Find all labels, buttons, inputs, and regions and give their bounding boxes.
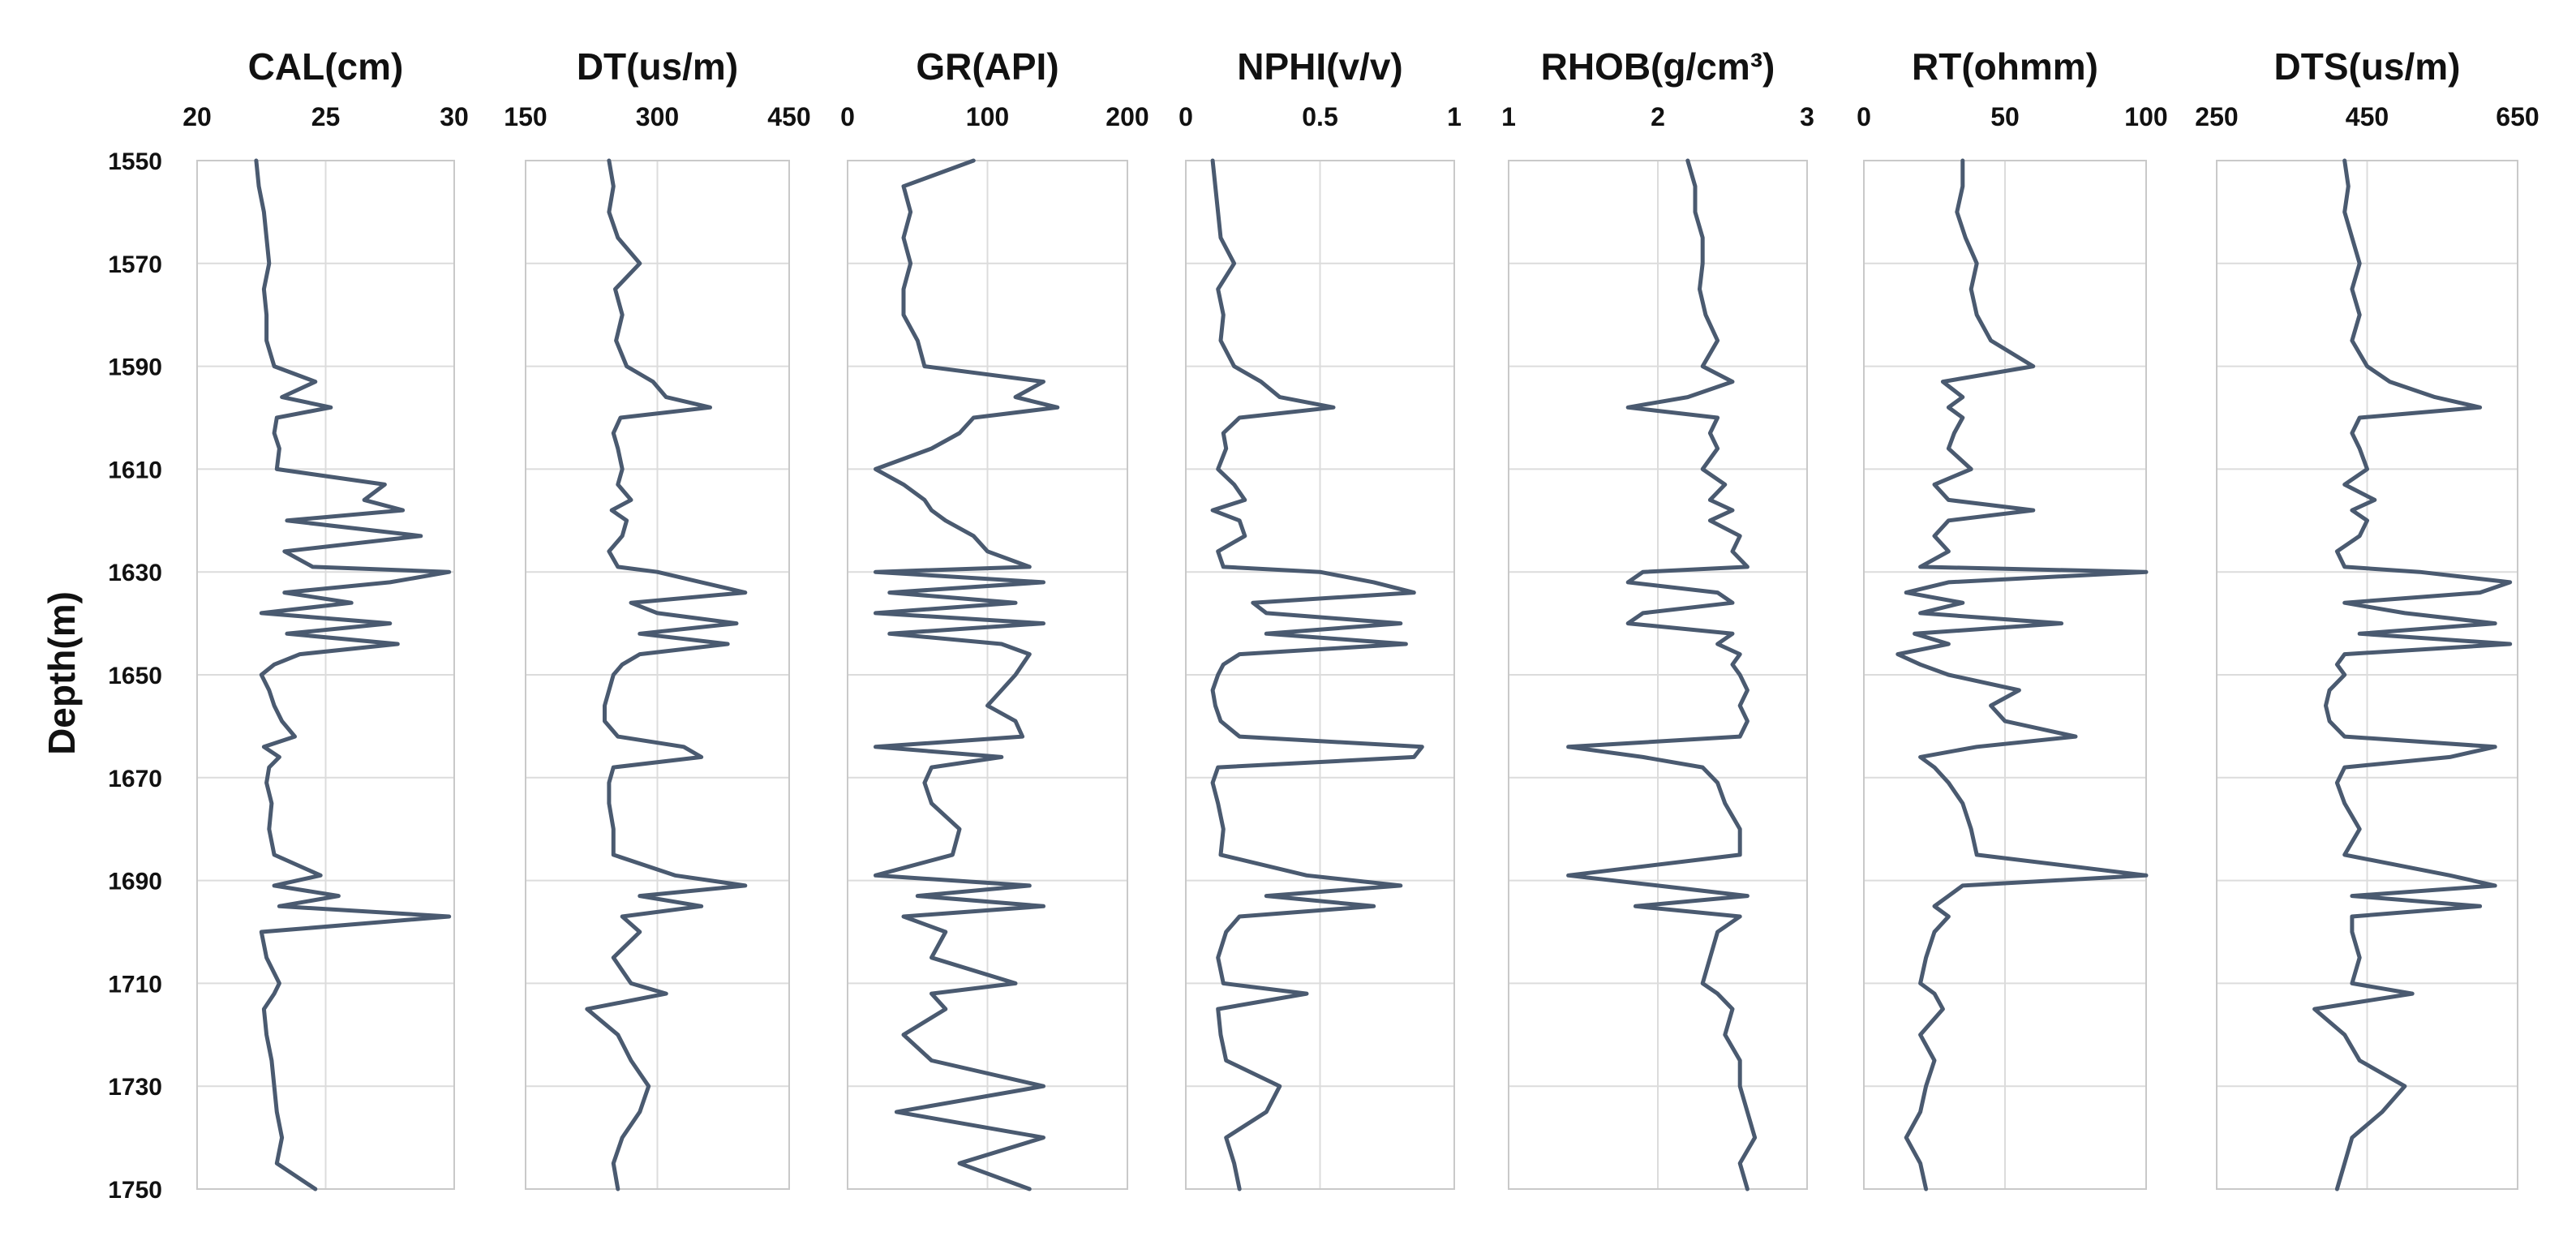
x-tick-label: 20 xyxy=(182,102,212,131)
x-tick-label: 1 xyxy=(1501,102,1516,131)
track-title: CAL(cm) xyxy=(248,45,404,88)
x-tick-label: 0.5 xyxy=(1302,102,1337,131)
x-tick-label: 100 xyxy=(2124,102,2167,131)
log-track-5: RHOB(g/cm³) 1 2 3 xyxy=(1501,45,1814,1191)
log-curve xyxy=(1896,158,2149,1191)
depth-tick-label: 1550 xyxy=(108,148,162,175)
x-tick-label: 0 xyxy=(1857,102,1871,131)
x-tick-label: 450 xyxy=(2346,102,2389,131)
x-tick-label: 25 xyxy=(311,102,341,131)
depth-tick-label: 1610 xyxy=(108,457,162,483)
track-frame xyxy=(1185,160,1455,1190)
track-title: DTS(us/m) xyxy=(2274,45,2461,88)
track-frame xyxy=(525,160,790,1190)
log-track-6: RT(ohmm) 0 50 100 xyxy=(1857,45,2168,1191)
x-tick-label: 0 xyxy=(840,102,855,131)
x-tick-label: 3 xyxy=(1800,102,1814,131)
depth-tick-label: 1690 xyxy=(108,869,162,895)
x-tick-label: 50 xyxy=(1990,102,2020,131)
depth-tick-label: 1570 xyxy=(108,251,162,278)
depth-tick-label: 1650 xyxy=(108,663,162,689)
track-title: RT(ohmm) xyxy=(1912,45,2098,88)
track-frame xyxy=(1863,160,2147,1190)
x-tick-label: 450 xyxy=(767,102,810,131)
log-curve xyxy=(874,158,1060,1191)
track-frame xyxy=(847,160,1128,1190)
log-curve xyxy=(585,158,748,1191)
depth-tick-label: 1670 xyxy=(108,766,162,792)
log-track-4: NPHI(v/v) 0 0.5 1 xyxy=(1179,45,1462,1191)
x-tick-label: 300 xyxy=(636,102,679,131)
track-frame xyxy=(1508,160,1808,1190)
x-tick-label: 200 xyxy=(1106,102,1148,131)
track-title: NPHI(v/v) xyxy=(1237,45,1402,88)
log-curve xyxy=(1566,158,1758,1191)
x-tick-label: 1 xyxy=(1447,102,1462,131)
x-tick-label: 250 xyxy=(2195,102,2238,131)
log-curve xyxy=(254,158,452,1191)
track-title: RHOB(g/cm³) xyxy=(1541,45,1775,88)
x-tick-label: 650 xyxy=(2496,102,2539,131)
x-tick-label: 30 xyxy=(440,102,469,131)
track-frame xyxy=(196,160,455,1190)
log-curve xyxy=(1210,158,1424,1191)
depth-tick-label: 1750 xyxy=(108,1177,162,1204)
log-track-7: DTS(us/m) 250 450 650 xyxy=(2195,45,2540,1191)
log-curve xyxy=(2312,158,2513,1191)
x-tick-label: 100 xyxy=(966,102,1009,131)
depth-tick-label: 1710 xyxy=(108,971,162,998)
y-axis-label-group: Depth(m) xyxy=(41,591,83,755)
log-track-1: CAL(cm) 20 25 30 xyxy=(182,45,469,1191)
depth-tick-label: 1630 xyxy=(108,560,162,586)
depth-tick-label: 1590 xyxy=(108,354,162,381)
x-tick-label: 150 xyxy=(504,102,547,131)
track-frame xyxy=(2216,160,2518,1190)
log-track-3: GR(API) 0 100 200 xyxy=(840,45,1149,1191)
depth-tick-label: 1730 xyxy=(108,1074,162,1101)
track-title: DT(us/m) xyxy=(577,45,738,88)
x-tick-label: 2 xyxy=(1651,102,1665,131)
y-axis-label: Depth(m) xyxy=(41,591,83,755)
y-axis-ticks: 1550 1570 1590 1610 1630 1650 1670 1690 1710 1730… xyxy=(108,148,162,1204)
track-title: GR(API) xyxy=(916,45,1058,88)
log-track-2: DT(us/m) 150 300 450 xyxy=(504,45,811,1191)
x-tick-label: 0 xyxy=(1179,102,1193,131)
